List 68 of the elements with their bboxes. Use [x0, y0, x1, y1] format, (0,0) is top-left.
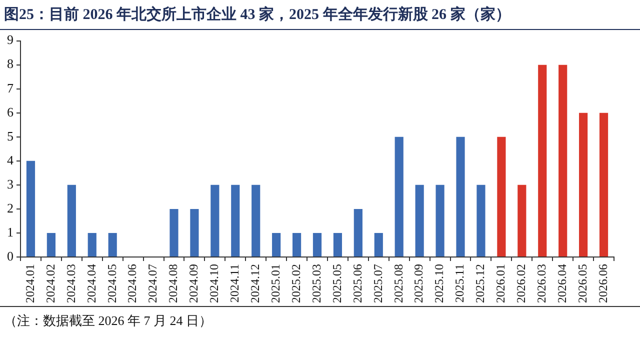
text: （注：数据截至 2026 年 7 月 24 日） — [4, 313, 212, 328]
bar — [354, 208, 362, 256]
x-tick-label: 2024.01 — [22, 264, 37, 303]
x-tick-label: 2024.11 — [228, 264, 242, 303]
bar — [394, 136, 404, 256]
y-tick-label: 1 — [7, 224, 14, 240]
x-tick-label: 2025.02 — [288, 264, 303, 303]
x-tick-label: 2025.12 — [473, 264, 488, 303]
y-tick-label: 0 — [7, 248, 14, 264]
bar — [518, 184, 526, 256]
y-tick-label: 8 — [7, 56, 14, 72]
bar — [292, 232, 302, 256]
y-tick-label: 7 — [7, 80, 14, 96]
bar — [108, 232, 117, 256]
x-tick-label: 2024.09 — [186, 264, 201, 303]
bar — [46, 232, 56, 256]
x-tick-label: 2024.02 — [43, 264, 58, 303]
bar — [558, 64, 568, 256]
bar — [272, 232, 281, 256]
bar — [26, 160, 36, 256]
bar — [497, 136, 506, 256]
x-tick-label: 2024.05 — [104, 264, 119, 303]
y-tick-label: 5 — [7, 128, 14, 144]
bar — [252, 184, 260, 256]
x-tick-label: 2025.10 — [432, 264, 446, 303]
y-tick-label: 6 — [7, 104, 14, 120]
x-tick-label: 2026.04 — [554, 264, 569, 303]
x-tick-label: 2025.07 — [370, 264, 385, 303]
bar — [456, 136, 465, 256]
bar — [436, 184, 444, 256]
y-tick-label: 3 — [7, 176, 14, 192]
bar — [312, 232, 322, 256]
bar — [476, 184, 486, 256]
bar — [599, 112, 608, 256]
y-tick-label: 4 — [7, 152, 14, 168]
x-tick-label: 2024.03 — [64, 264, 78, 303]
chart-title: 图25：目前 2026 年北交所上市企业 43 家，2025 年全年发行新股 26 家（家） — [0, 0, 640, 30]
bar — [333, 232, 342, 256]
bar — [415, 184, 424, 256]
y-tick-label: 9 — [7, 32, 14, 48]
bar — [538, 64, 547, 256]
x-tick-label: 2026.06 — [596, 264, 610, 303]
x-tick-label: 2025.06 — [350, 264, 364, 303]
x-tick-label: 2024.04 — [84, 264, 98, 303]
x-tick-label: 2025.05 — [330, 264, 344, 303]
bar — [374, 232, 383, 256]
x-tick-label: 2024.12 — [248, 264, 262, 303]
x-tick-label: 2024.10 — [207, 264, 222, 303]
x-tick-label: 2026.05 — [575, 264, 590, 303]
x-tick-label: 2025.08 — [391, 264, 406, 303]
bar — [88, 232, 96, 256]
x-tick-label: 2024.08 — [166, 264, 180, 303]
bar — [231, 184, 240, 256]
x-tick-label: 2026.02 — [514, 264, 528, 303]
bar — [190, 208, 199, 256]
x-tick-label: 2024.06 — [125, 264, 140, 303]
bar — [579, 112, 588, 256]
x-tick-label: 2026.03 — [534, 264, 549, 303]
x-tick-label: 2025.09 — [412, 264, 426, 303]
y-tick-label: 2 — [7, 200, 14, 216]
x-tick-label: 2025.03 — [309, 264, 324, 303]
bar — [210, 184, 220, 256]
bar — [67, 184, 76, 256]
x-tick-label: 2025.11 — [452, 264, 467, 303]
bar — [170, 208, 178, 256]
x-tick-label: 2026.01 — [494, 264, 508, 303]
x-tick-label: 2025.01 — [268, 264, 282, 303]
x-tick-label: 2024.07 — [146, 264, 160, 303]
